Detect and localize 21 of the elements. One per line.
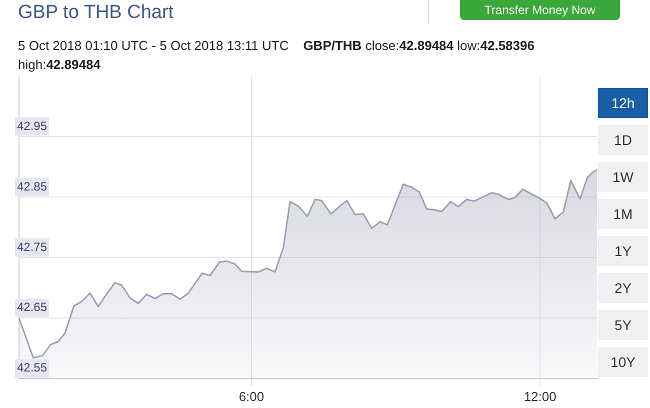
chart-title: GBP to THB Chart	[18, 2, 174, 24]
text: 5Y	[598, 310, 648, 340]
x-tick-label: 6:00	[238, 388, 264, 404]
text: 2Y	[598, 273, 648, 303]
y-tick-label: 42.55	[17, 360, 48, 375]
y-tick-label: 42.85	[17, 179, 48, 194]
x-tick-label: 12:00	[524, 388, 556, 404]
chart-subtitle: 5 Oct 2018 01:10 UTC - 5 Oct 2018 13:11 UTC	[18, 38, 290, 53]
text: 1Y	[598, 236, 648, 266]
text: Transfer Money Now	[460, 0, 620, 20]
y-tick-label: 42.95	[17, 118, 48, 133]
y-tick-label: 42.75	[17, 240, 48, 254]
text: GBP/THB	[303, 38, 362, 53]
text: 1W	[598, 162, 648, 192]
text: 10Y	[598, 347, 648, 377]
text: 12h	[598, 88, 648, 118]
y-tick-label: 42.65	[17, 300, 48, 314]
text: close:42.89484 low:42.58396	[365, 38, 534, 53]
text: 1M	[598, 199, 648, 229]
text: 1D	[598, 125, 648, 155]
text: high:42.89484	[18, 57, 100, 72]
